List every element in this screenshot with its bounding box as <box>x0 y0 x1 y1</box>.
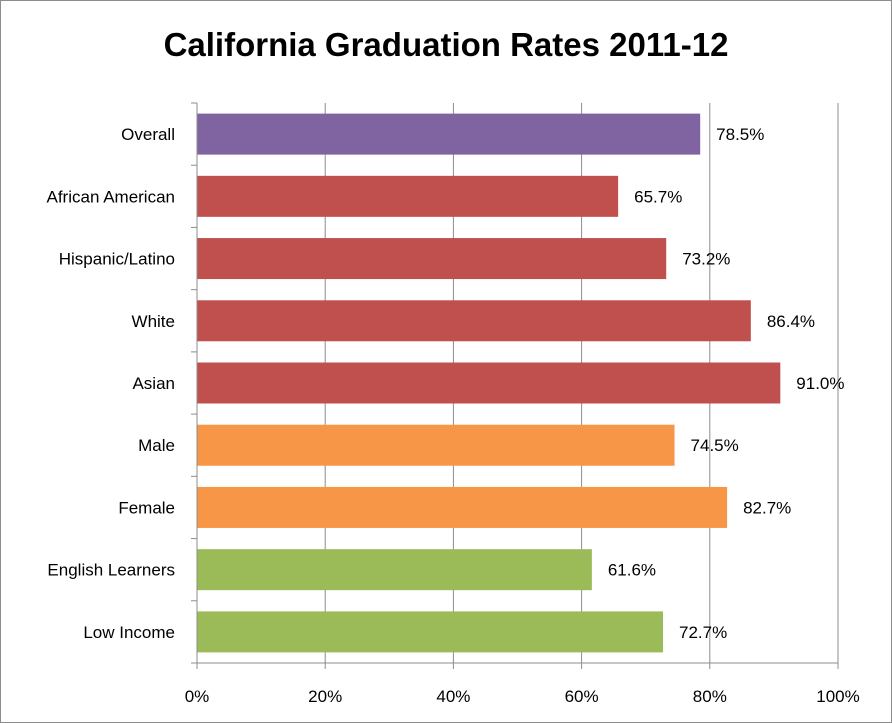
data-label: 61.6% <box>608 561 656 580</box>
data-label: 72.7% <box>679 623 727 642</box>
category-label: Low Income <box>83 623 175 642</box>
x-tick-label: 100% <box>816 687 859 706</box>
category-label: Female <box>118 498 175 517</box>
bar <box>197 549 592 591</box>
category-label: Overall <box>121 125 175 144</box>
data-label: 65.7% <box>634 187 682 206</box>
bar <box>197 362 781 404</box>
category-label: English Learners <box>47 561 175 580</box>
data-label: 86.4% <box>767 312 815 331</box>
bar <box>197 238 667 280</box>
data-label: 82.7% <box>743 498 791 517</box>
bar <box>197 424 675 466</box>
category-label: Asian <box>132 374 175 393</box>
chart-title: California Graduation Rates 2011-12 <box>163 26 729 63</box>
data-label: 74.5% <box>691 436 739 455</box>
x-tick-label: 0% <box>185 687 210 706</box>
x-tick-label: 60% <box>565 687 599 706</box>
x-tick-label: 80% <box>693 687 727 706</box>
axes <box>191 102 839 669</box>
category-label: Male <box>138 436 175 455</box>
x-tick-label: 40% <box>436 687 470 706</box>
data-label: 73.2% <box>682 250 730 269</box>
bar <box>197 175 619 217</box>
bars <box>197 113 781 653</box>
category-label: African American <box>47 187 176 206</box>
bar <box>197 300 751 342</box>
category-label: White <box>132 312 175 331</box>
bar <box>197 611 664 653</box>
category-label: Hispanic/Latino <box>59 250 175 269</box>
labels: 0% 20% 40% 60% 80% 100% Overall 78.5% African Am… <box>47 125 860 706</box>
data-label: 91.0% <box>796 374 844 393</box>
data-label: 78.5% <box>716 125 764 144</box>
bar <box>197 113 701 155</box>
x-tick-label: 20% <box>308 687 342 706</box>
bar <box>197 486 728 528</box>
